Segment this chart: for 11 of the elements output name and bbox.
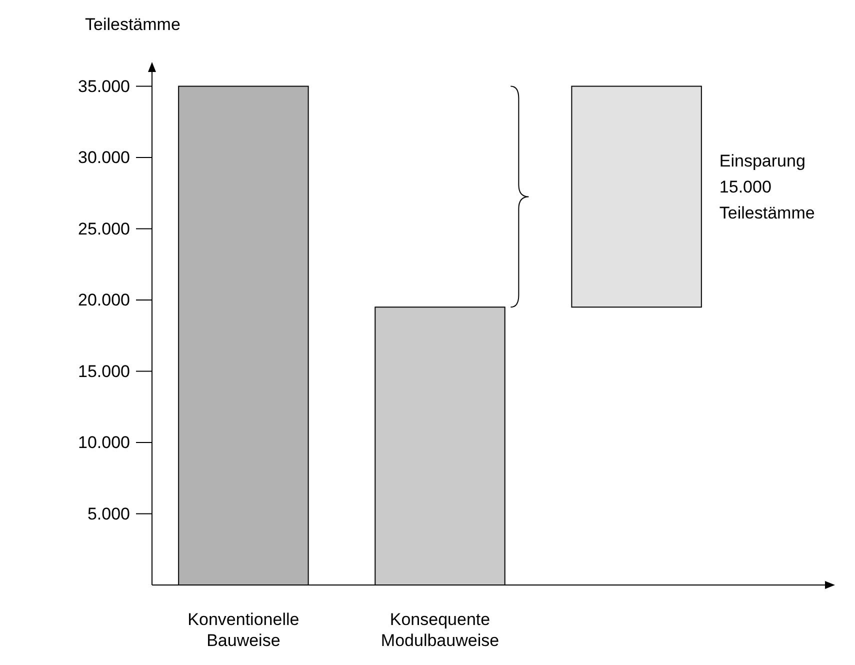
y-tick-label: 25.000 <box>78 219 130 238</box>
y-tick-label: 20.000 <box>78 290 130 310</box>
y-tick-label: 5.000 <box>87 504 130 524</box>
y-tick-label: 10.000 <box>78 433 130 452</box>
x-tick-label: Konsequente Modulbauweise <box>380 610 500 650</box>
y-tick-label: 30.000 <box>78 148 130 167</box>
annotation: Einsparung 15.000 Teilestämme <box>719 152 815 223</box>
y-tick-label: 35.000 <box>78 76 130 96</box>
x-tick-label: Konventionelle Bauweise <box>188 610 300 650</box>
y-axis-title: Teilestämme <box>85 15 180 34</box>
y-tick-label: 15.000 <box>78 362 130 381</box>
